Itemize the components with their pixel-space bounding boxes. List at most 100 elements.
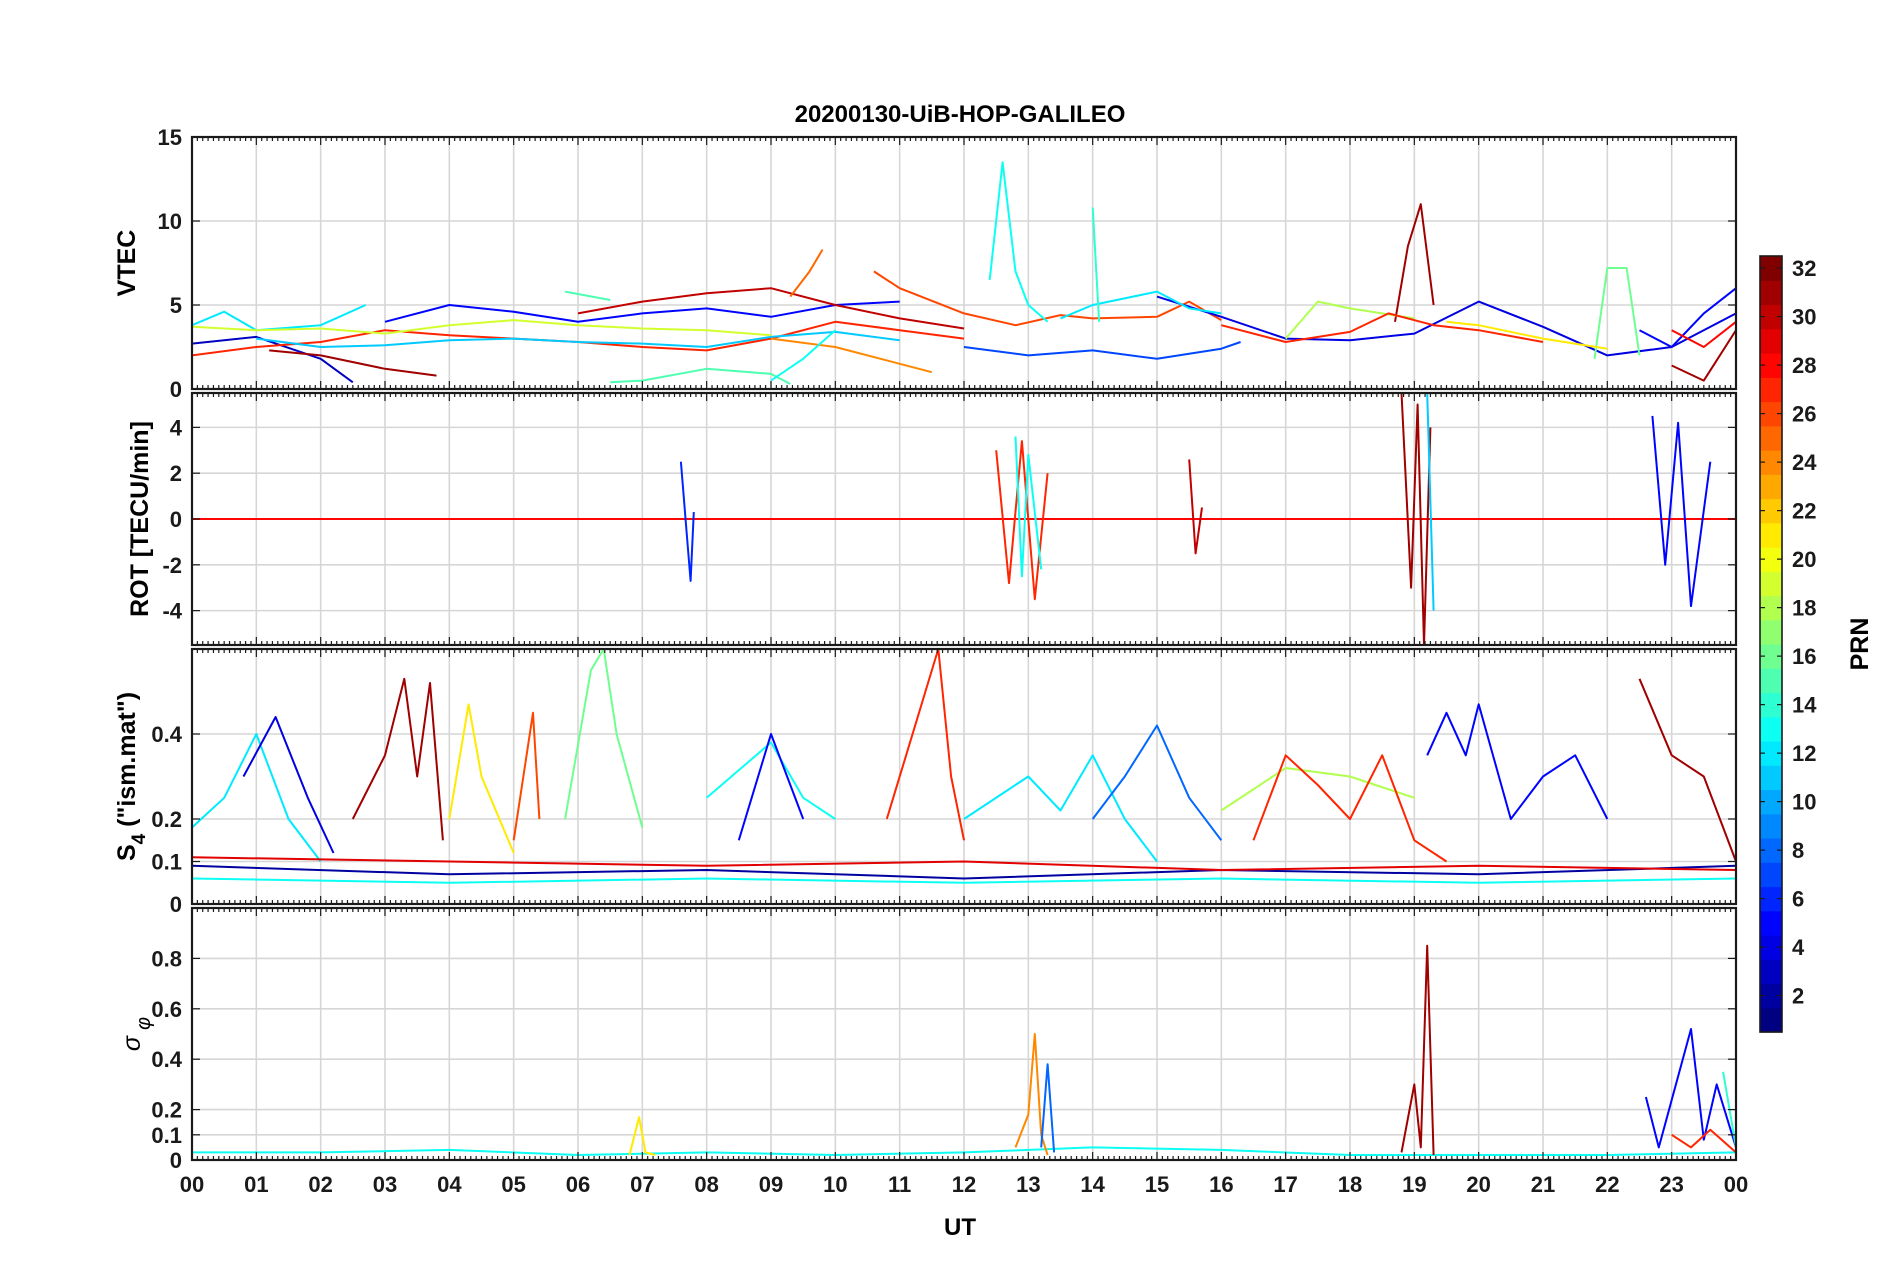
colorbar-swatch [1760, 862, 1782, 888]
x-tick-label: 11 [888, 1172, 911, 1197]
series-line-prn-7 [963, 341, 1241, 360]
series-line-prn-26 [873, 270, 1222, 327]
series-line-prn-5 [1639, 287, 1736, 348]
series-group [192, 649, 1736, 884]
x-tick-label: 19 [1402, 1172, 1426, 1197]
y-tick-label: 0.1 [151, 850, 182, 875]
series-line-prn-24 [770, 337, 933, 374]
series-line-prn-31 [1394, 203, 1435, 322]
x-tick-label: 09 [759, 1172, 783, 1197]
series-line-prn-18 [1284, 300, 1415, 340]
colorbar-label: PRN [1846, 618, 1874, 671]
colorbar-tick-label: 6 [1792, 887, 1804, 912]
colorbar-swatch [1760, 716, 1782, 742]
series-line-prn-2 [192, 864, 1736, 880]
x-tick-label: 23 [1659, 1172, 1683, 1197]
series-line-prn-28 [1671, 321, 1736, 348]
x-tick-label: 12 [952, 1172, 976, 1197]
colorbar-swatch [1760, 910, 1782, 936]
colorbar-swatch [1760, 401, 1782, 427]
x-tick-label: 00 [180, 1172, 204, 1197]
colorbar-swatch [1760, 450, 1782, 475]
colorbar-tick-label: 10 [1792, 790, 1816, 815]
colorbar-swatch [1760, 886, 1782, 912]
colorbar-swatch [1760, 522, 1782, 548]
y-tick-label: 0.1 [151, 1123, 182, 1148]
x-tick-label: 15 [1145, 1172, 1169, 1197]
series-line-prn-5 [1426, 703, 1609, 820]
series-line-prn-13 [1014, 436, 1043, 578]
series-line-prn-19 [192, 319, 772, 337]
colorbar-swatch [1760, 304, 1782, 330]
x-tick-label: 06 [566, 1172, 590, 1197]
x-tick-label: 04 [437, 1172, 462, 1197]
colorbar-tick-label: 28 [1792, 353, 1816, 378]
series-line-prn-31 [1400, 944, 1435, 1156]
colorbar-swatch [1760, 547, 1782, 572]
series-line-prn-11 [256, 330, 900, 348]
series-line-prn-25 [789, 249, 824, 298]
colorbar-tick-label: 22 [1792, 499, 1816, 524]
series-line-prn-27 [885, 649, 965, 841]
series-line-prn-29 [192, 856, 1736, 871]
y-tick-label: 0 [170, 507, 182, 532]
x-tick-label: 17 [1273, 1172, 1297, 1197]
series-line-prn-4 [242, 716, 335, 854]
series-line-prn-18 [1220, 767, 1415, 812]
series-line-prn-21 [448, 703, 515, 854]
series-line-prn-21 [1446, 320, 1608, 350]
series-line-prn-11 [1426, 393, 1435, 611]
figure-title: 20200130-UiB-HOP-GALILEO [795, 101, 1126, 128]
colorbar-swatch [1760, 474, 1782, 500]
series-line-prn-5 [737, 733, 805, 841]
series-line-prn-31 [1638, 678, 1736, 862]
series-line-prn-12 [963, 754, 1158, 863]
y-tick-label: 0 [170, 377, 182, 402]
y-tick-label: 0.4 [151, 722, 182, 747]
x-tick-label: 08 [694, 1172, 718, 1197]
series-line-prn-12 [1060, 290, 1222, 320]
colorbar-swatch [1760, 644, 1782, 669]
colorbar-tick-label: 26 [1792, 402, 1816, 427]
colorbar-swatch [1760, 571, 1782, 597]
series-line-prn-21 [628, 1116, 656, 1156]
x-tick-label: 22 [1595, 1172, 1619, 1197]
colorbar-swatch [1760, 1007, 1782, 1033]
colorbar-swatch [1760, 425, 1782, 451]
series-line-prn-8 [1040, 1063, 1056, 1153]
colorbar-swatch [1760, 280, 1782, 306]
series-line-prn-15 [564, 290, 611, 301]
x-tick-label: 21 [1531, 1172, 1555, 1197]
series-line-prn-6 [679, 461, 695, 582]
colorbar-swatch [1760, 983, 1782, 1009]
series-line-prn-26 [512, 711, 541, 841]
colorbar-swatch [1760, 619, 1782, 645]
y-tick-label: 0.2 [151, 1098, 182, 1123]
series-line-prn-27 [1671, 1128, 1736, 1154]
series-group [192, 393, 1736, 645]
series-line-prn-13 [706, 741, 836, 820]
colorbar-tick-label: 4 [1792, 935, 1805, 960]
colorbar-swatch [1760, 789, 1782, 815]
x-tick-label: 00 [1724, 1172, 1748, 1197]
x-tick-label: 18 [1338, 1172, 1362, 1197]
colorbar-swatch [1760, 353, 1782, 378]
x-axis: 00 01 02 03 04 05 06 07 08 09 10 11 12 13 14 15 16 17 18 19… [180, 1172, 1748, 1197]
colorbar-swatch [1760, 328, 1782, 354]
x-tick-label: 20 [1466, 1172, 1490, 1197]
series-line-prn-24 [1014, 1033, 1049, 1156]
series-line-prn-5 [1644, 1028, 1736, 1149]
colorbar-tick-label: 32 [1792, 256, 1816, 281]
colorbar-swatch [1760, 838, 1782, 863]
colorbar-swatch [1760, 692, 1782, 718]
series-line-prn-12 [192, 733, 322, 863]
y-tick-label: 0.6 [151, 997, 182, 1022]
series-line-prn-8 [1091, 724, 1223, 841]
colorbar-swatch [1760, 668, 1782, 694]
x-tick-label: 02 [308, 1172, 332, 1197]
colorbar-swatch [1760, 741, 1782, 766]
y-tick-label: 0 [170, 1148, 182, 1173]
